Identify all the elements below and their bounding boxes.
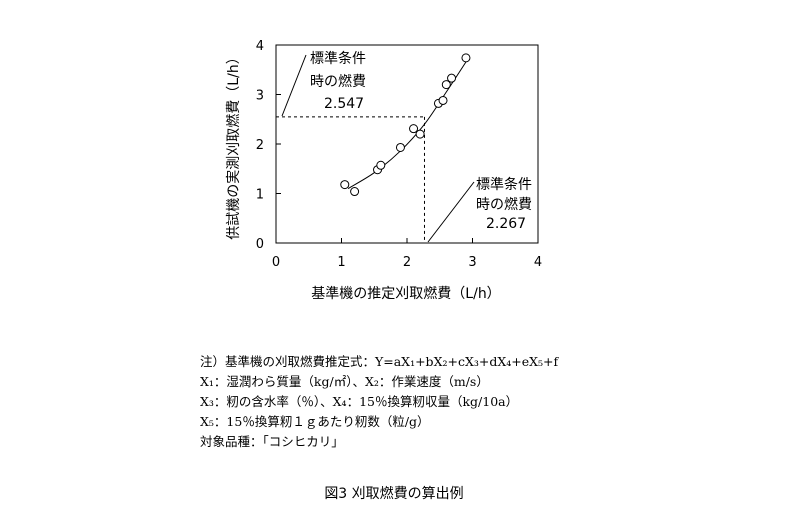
- note-line-5: 対象品種：「コシヒカリ」: [200, 434, 344, 449]
- note-line-3: X₃：籾の含水率（％）、X₄：15％換算籾収量（kg/10a）: [200, 394, 519, 409]
- x-tick-label: 3: [468, 255, 476, 270]
- tick-labels: 0 1 2 3 4 0 1 2 3 4: [256, 39, 542, 270]
- y-tick-label: 4: [256, 39, 264, 54]
- top-annotation-line2: 時の燃費: [310, 73, 366, 90]
- data-points: [340, 53, 471, 197]
- data-point: [395, 142, 405, 152]
- right-annotation-line1: 標準条件: [476, 176, 532, 193]
- fuel-chart: 0 1 2 3 4 0 1 2 3 4 基準機の推定刈取燃費（L/h） 供試機の実測刈取燃費（L/…: [225, 39, 542, 302]
- y-axis-title: 供試機の実測刈取燃費（L/h）: [225, 50, 242, 239]
- top-annotation-line1: 標準条件: [310, 50, 366, 67]
- right-annotation-line2: 時の燃費: [476, 196, 532, 213]
- chart-axes: [275, 44, 539, 244]
- data-point: [409, 124, 419, 134]
- x-tick-label: 4: [534, 255, 542, 270]
- y-tick-label: 3: [256, 89, 264, 104]
- x-axis-title: 基準機の推定刈取燃費（L/h）: [311, 285, 500, 302]
- fit-curve-group: [347, 56, 470, 189]
- fit-curve: [347, 56, 470, 189]
- data-point: [415, 129, 425, 139]
- right-annotation-value: 2.267: [486, 216, 526, 232]
- x-tick-label: 2: [403, 255, 411, 270]
- y-tick-label: 2: [256, 138, 264, 153]
- data-point: [340, 180, 350, 190]
- note-line-1: 注）基準機の刈取燃費推定式：Y=aX₁+bX₂+cX₃+dX₄+eX₅+f: [200, 354, 559, 369]
- formula-notes: 注）基準機の刈取燃費推定式：Y=aX₁+bX₂+cX₃+dX₄+eX₅+f X₁…: [200, 352, 558, 452]
- y-tick-label: 0: [256, 237, 264, 252]
- data-point: [447, 73, 457, 83]
- data-point: [376, 160, 386, 170]
- data-point: [441, 80, 451, 90]
- data-point: [438, 95, 448, 105]
- right-annotation-leader: [427, 181, 475, 243]
- note-line-4: X₅：15％換算籾１ｇあたり籾数（粒/g）: [200, 414, 430, 429]
- note-line-2: X₁：湿潤わら質量（kg/㎡）、X₂：作業速度（m/s）: [200, 374, 489, 389]
- x-tick-label: 0: [272, 255, 280, 270]
- data-point: [461, 53, 471, 63]
- x-tick-label: 1: [337, 255, 345, 270]
- top-annotation-leader: [281, 54, 307, 117]
- data-point: [350, 187, 360, 197]
- reference-lines: [276, 116, 425, 243]
- figure-caption: 図3 刈取燃費の算出例: [324, 486, 464, 502]
- top-annotation-value: 2.547: [324, 96, 364, 112]
- y-tick-label: 1: [256, 188, 264, 203]
